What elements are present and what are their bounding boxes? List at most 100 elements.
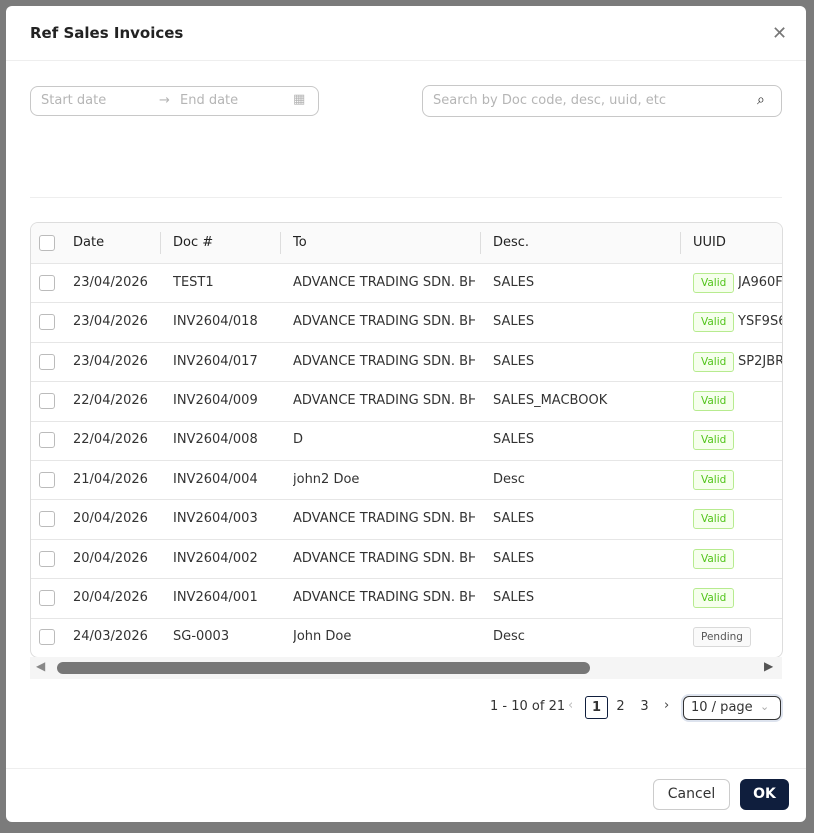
cell: 23/04/2026	[73, 274, 148, 290]
row-divider	[31, 538, 782, 540]
checkbox[interactable]	[39, 432, 55, 449]
row-divider	[31, 302, 782, 304]
search-placeholder: Search by Doc code, desc, uuid, etc	[433, 93, 667, 108]
checkbox[interactable]	[39, 314, 55, 331]
checkbox[interactable]	[39, 235, 55, 251]
column-header: To	[293, 235, 307, 250]
arrow: →	[159, 93, 170, 108]
checkbox[interactable]	[39, 471, 55, 488]
cancel-button[interactable]: Cancel	[653, 779, 730, 810]
divider	[6, 60, 806, 61]
row-divider	[31, 263, 782, 264]
status-badge: Valid	[693, 430, 735, 451]
table-header	[31, 223, 782, 263]
cell: SALES_MACBOOK	[493, 392, 608, 408]
cell: 20/04/2026	[73, 589, 148, 605]
column-separator	[160, 232, 161, 254]
cell: 22/04/2026	[73, 392, 148, 408]
cell: INV2604/004	[173, 471, 258, 487]
search-box[interactable]: Search by Doc code, desc, uuid, etc ⌕	[422, 85, 782, 117]
scrollbar[interactable]: ◀ ▶	[30, 657, 782, 679]
status-badge: Valid	[693, 548, 735, 569]
row-divider	[31, 617, 782, 619]
page-size-select[interactable]: 10 / page ⌄	[683, 696, 781, 720]
cell: 20/04/2026	[73, 550, 148, 566]
cell: ADVANCE TRADING SDN. BH…	[293, 314, 475, 330]
column-header: Doc #	[173, 235, 214, 250]
uuid: JA960F	[738, 274, 783, 290]
cell: 20/04/2026	[73, 511, 148, 527]
end-date: End date	[180, 93, 239, 108]
cell: ADVANCE TRADING SDN. BH…	[293, 392, 475, 408]
row-divider	[31, 381, 782, 383]
column-header: Date	[73, 235, 105, 250]
ok-button[interactable]: OK	[740, 779, 789, 810]
column-header: UUID	[693, 235, 726, 250]
checkbox[interactable]	[39, 589, 55, 606]
checkbox[interactable]	[39, 353, 55, 370]
cell: INV2604/009	[173, 392, 258, 408]
cell: INV2604/008	[173, 432, 258, 448]
row-divider	[31, 341, 782, 343]
cell: INV2604/003	[173, 511, 258, 527]
cell: INV2604/018	[173, 314, 258, 330]
status-badge: Valid	[693, 469, 735, 490]
page-button[interactable]: 2	[616, 699, 625, 714]
cell: Desc	[493, 471, 525, 487]
cell: ADVANCE TRADING SDN. BH…	[293, 511, 475, 527]
cell: SALES	[493, 589, 535, 605]
uuid: YSF9S6	[738, 314, 783, 330]
status-badge: Valid	[693, 390, 735, 411]
status-badge: Pending	[693, 627, 751, 648]
checkbox[interactable]	[39, 274, 55, 291]
calendar-icon: ▦	[293, 92, 306, 107]
column-separator	[480, 232, 481, 254]
page-button[interactable]: 1	[585, 696, 608, 719]
table: Date Doc # To Desc. UUID 23/04/2026 TEST1 ADVAN…	[30, 222, 783, 658]
cell: INV2604/001	[173, 589, 258, 605]
status-badge: Valid	[693, 312, 735, 333]
page-button[interactable]: 3	[640, 699, 649, 714]
checkbox[interactable]	[39, 550, 55, 567]
checkbox[interactable]	[39, 392, 55, 409]
status-badge: Valid	[693, 509, 735, 530]
checkbox[interactable]	[39, 511, 55, 528]
cell: ADVANCE TRADING SDN. BH…	[293, 589, 475, 605]
modal-title: Ref Sales Invoices	[30, 24, 184, 42]
cell: INV2604/002	[173, 550, 258, 566]
modal: Ref Sales Invoices ✕ Start date → End da…	[6, 6, 806, 822]
cell: Desc	[493, 629, 525, 645]
close-button[interactable]: ✕	[772, 23, 788, 44]
pagination-summary: 1 - 10 of 21	[490, 699, 566, 714]
cell: TEST1	[173, 274, 214, 290]
checkbox[interactable]	[39, 629, 55, 646]
cell: 21/04/2026	[73, 471, 148, 487]
cell: John Doe	[293, 629, 352, 645]
cell: INV2604/017	[173, 353, 258, 369]
column-header: Desc.	[493, 235, 530, 250]
status-badge: Valid	[693, 587, 735, 608]
cell: SALES	[493, 511, 535, 527]
column-separator	[680, 232, 681, 254]
prev-page[interactable]: ‹	[568, 698, 574, 713]
page-size: 10 / page	[691, 700, 753, 715]
cell: SALES	[493, 314, 535, 330]
cell: SALES	[493, 550, 535, 566]
cell: ADVANCE TRADING SDN. BH…	[293, 274, 475, 290]
cell: D	[293, 432, 304, 448]
next-page[interactable]: ›	[664, 698, 670, 713]
cell: 24/03/2026	[73, 629, 148, 645]
cell: ADVANCE TRADING SDN. BH…	[293, 550, 475, 566]
cell: john2 Doe	[293, 471, 360, 487]
cell: 22/04/2026	[73, 432, 148, 448]
row-divider	[31, 460, 782, 461]
cell: 23/04/2026	[73, 353, 148, 369]
search-icon: ⌕	[757, 92, 765, 108]
cell: ADVANCE TRADING SDN. BH…	[293, 353, 475, 369]
uuid: SP2JBR	[738, 353, 783, 369]
row-divider	[31, 499, 782, 501]
column-separator	[280, 232, 281, 254]
status-badge: Valid	[693, 272, 735, 293]
date-range[interactable]: Start date → End date ▦	[30, 86, 319, 116]
